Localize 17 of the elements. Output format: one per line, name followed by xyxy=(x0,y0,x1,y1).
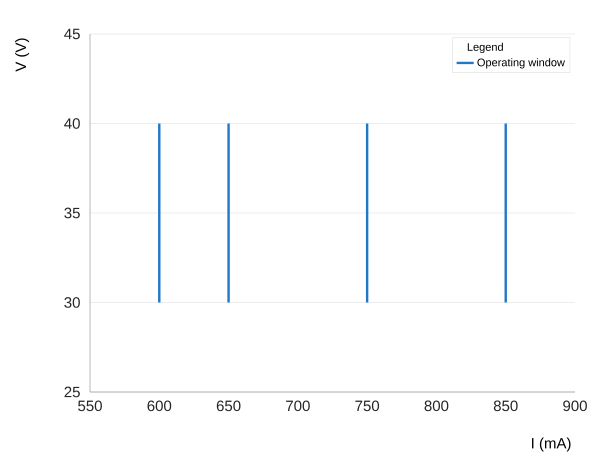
y-tick-label: 25 xyxy=(64,386,80,398)
x-tick-label: 900 xyxy=(563,400,587,412)
legend-title: Legend xyxy=(468,42,503,54)
x-tick-label: 550 xyxy=(78,400,102,412)
y-tick-label: 45 xyxy=(64,28,80,40)
x-tick-label: 600 xyxy=(148,400,172,412)
y-tick-label: 35 xyxy=(64,208,80,218)
y-tick-label: 30 xyxy=(64,297,80,308)
x-axis-title: I (mA) xyxy=(532,438,571,452)
x-tick-label: 700 xyxy=(286,400,310,412)
x-tick-label: 750 xyxy=(355,400,380,412)
legend-label: Operating window xyxy=(477,58,565,68)
y-tick-label: 40 xyxy=(64,118,80,129)
x-tick-label: 650 xyxy=(216,400,240,412)
x-tick-label: 850 xyxy=(494,400,518,412)
x-tick-label: 800 xyxy=(424,400,448,412)
y-axis-title: V (V) xyxy=(15,38,30,72)
